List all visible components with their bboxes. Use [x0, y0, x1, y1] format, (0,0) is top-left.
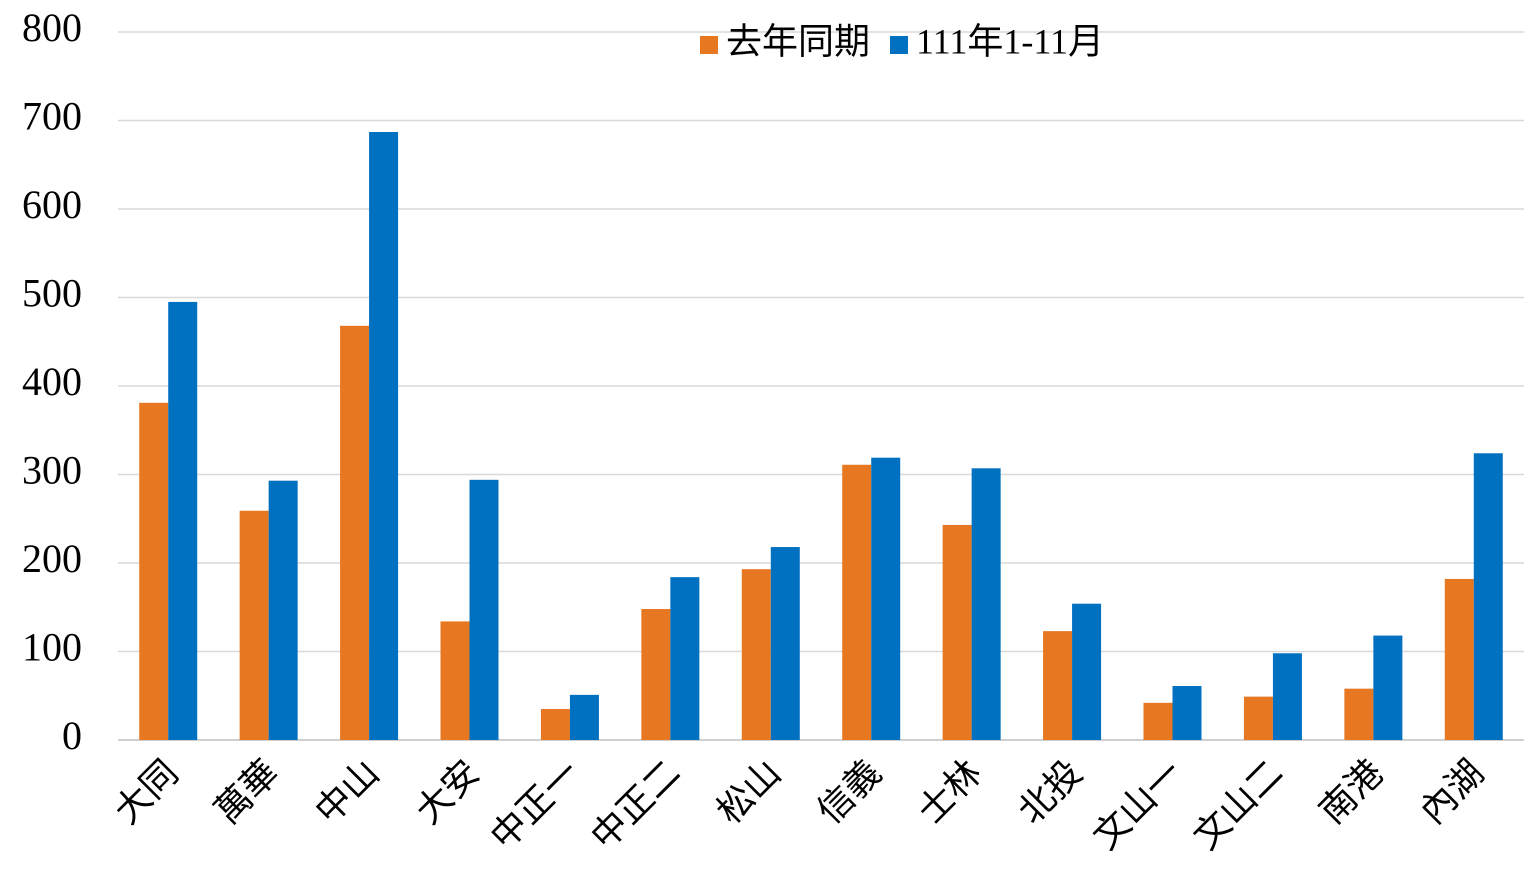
x-tick-label: 南港 [1312, 752, 1391, 831]
bar [139, 402, 169, 740]
bar [1373, 635, 1403, 740]
y-tick-label: 700 [22, 94, 82, 139]
bar [369, 132, 399, 740]
bar [540, 709, 570, 740]
bar [440, 621, 470, 740]
bar [770, 547, 800, 740]
x-tick-label: 松山 [709, 752, 788, 831]
bar [1272, 653, 1302, 740]
y-tick-label: 300 [22, 448, 82, 493]
bar [239, 510, 269, 740]
bar [1444, 578, 1474, 740]
y-tick-label: 500 [22, 271, 82, 316]
x-tick-label: 內湖 [1412, 752, 1491, 831]
x-tick-label: 信義 [810, 752, 889, 831]
bar [268, 480, 298, 740]
bar [469, 479, 499, 740]
legend-swatch [700, 36, 718, 54]
legend-label: 去年同期 [726, 21, 870, 61]
x-tick-label: 中山 [308, 752, 387, 831]
bar [1143, 702, 1173, 740]
y-tick-label: 800 [22, 5, 82, 50]
y-tick-label: 0 [62, 713, 82, 758]
x-tick-label: 文山一 [1085, 752, 1190, 857]
bar [1243, 696, 1273, 740]
x-tick-label: 中正二 [583, 752, 688, 857]
bar [1172, 686, 1202, 740]
bar [971, 468, 1001, 740]
bar [1473, 453, 1503, 740]
x-tick-label: 大同 [107, 752, 186, 831]
bar [842, 464, 872, 740]
bar [942, 524, 972, 740]
y-tick-label: 100 [22, 625, 82, 670]
x-tick-label: 文山二 [1186, 752, 1291, 857]
bar [670, 577, 700, 740]
x-tick-label: 大安 [408, 752, 487, 831]
y-tick-label: 600 [22, 182, 82, 227]
bar [641, 609, 671, 740]
x-tick-label: 士林 [910, 752, 989, 831]
x-tick-label: 中正一 [483, 752, 588, 857]
x-tick-label: 萬華 [207, 752, 286, 831]
bar [741, 569, 771, 740]
y-tick-label: 200 [22, 536, 82, 581]
bar [871, 457, 901, 740]
bar [1043, 631, 1073, 740]
bar [340, 325, 370, 740]
y-tick-label: 400 [22, 359, 82, 404]
bar [569, 694, 599, 740]
bar [1072, 603, 1102, 740]
x-tick-label: 北投 [1011, 752, 1090, 831]
bar [1344, 688, 1374, 740]
legend-swatch [890, 36, 909, 54]
bar [168, 301, 198, 740]
legend-label: 111年1-11月 [916, 21, 1104, 61]
